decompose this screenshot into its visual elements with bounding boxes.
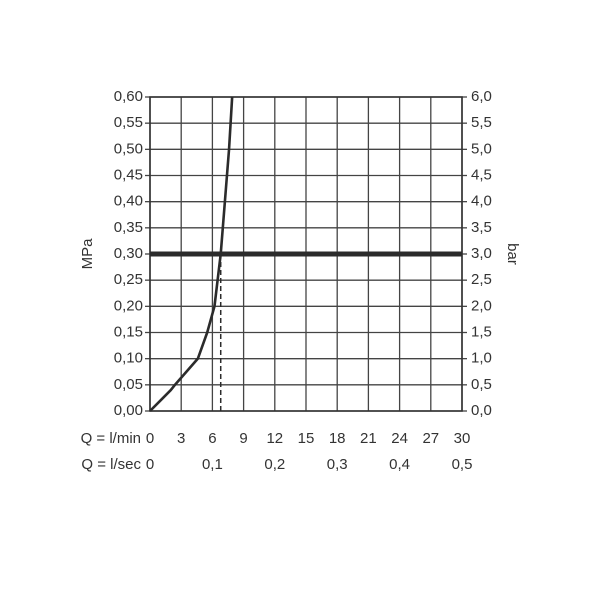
x-tick-label: 24 <box>391 430 408 447</box>
x2-axis-label: Q = l/sec <box>81 456 141 473</box>
y2-tick-label: 0,5 <box>471 376 492 393</box>
x-tick-label: 27 <box>422 430 439 447</box>
y-tick-label: 0,00 <box>114 402 143 419</box>
x-tick-label: 18 <box>329 430 346 447</box>
y-tick-label: 0,20 <box>114 297 143 314</box>
x-tick-label: 0 <box>146 430 154 447</box>
x-tick-label: 12 <box>266 430 283 447</box>
y2-tick-label: 1,5 <box>471 323 492 340</box>
x-tick-label: 30 <box>454 430 471 447</box>
flow-curve <box>149 96 234 412</box>
y-tick-label: 0,55 <box>114 114 143 131</box>
y-tick-label: 0,45 <box>114 166 143 183</box>
x-tick-label: 15 <box>298 430 315 447</box>
y2-tick-label: 3,0 <box>471 245 492 262</box>
y-tick-label: 0,30 <box>114 245 143 262</box>
x-tick-label: 21 <box>360 430 377 447</box>
x2-tick-label: 0 <box>146 456 154 473</box>
x2-tick-label: 0,3 <box>327 456 348 473</box>
y2-tick-label: 2,5 <box>471 271 492 288</box>
y2-axis-label: bar <box>504 243 521 265</box>
x2-tick-label: 0,1 <box>202 456 223 473</box>
y-tick-label: 0,60 <box>114 88 143 105</box>
y-tick-label: 0,05 <box>114 376 143 393</box>
x-tick-label: 9 <box>239 430 247 447</box>
y2-tick-label: 5,0 <box>471 140 492 157</box>
y-tick-label: 0,50 <box>114 140 143 157</box>
y-tick-label: 0,40 <box>114 193 143 210</box>
x-axis-label: Q = l/min <box>81 430 141 447</box>
y-tick-label: 0,35 <box>114 219 143 236</box>
y2-tick-label: 3,5 <box>471 219 492 236</box>
y2-tick-label: 2,0 <box>471 297 492 314</box>
y-tick-label: 0,15 <box>114 323 143 340</box>
y2-tick-label: 1,0 <box>471 350 492 367</box>
y2-tick-label: 4,5 <box>471 166 492 183</box>
y2-tick-label: 0,0 <box>471 402 492 419</box>
y2-tick-label: 4,0 <box>471 193 492 210</box>
y-tick-label: 0,10 <box>114 350 143 367</box>
x2-tick-label: 0,2 <box>264 456 285 473</box>
x2-tick-label: 0,5 <box>452 456 473 473</box>
x-tick-label: 3 <box>177 430 185 447</box>
y-axis-label: MPa <box>79 238 96 270</box>
x-tick-label: 6 <box>208 430 216 447</box>
y-tick-label: 0,25 <box>114 271 143 288</box>
y2-tick-label: 6,0 <box>471 88 492 105</box>
x2-tick-label: 0,4 <box>389 456 410 473</box>
y2-tick-label: 5,5 <box>471 114 492 131</box>
